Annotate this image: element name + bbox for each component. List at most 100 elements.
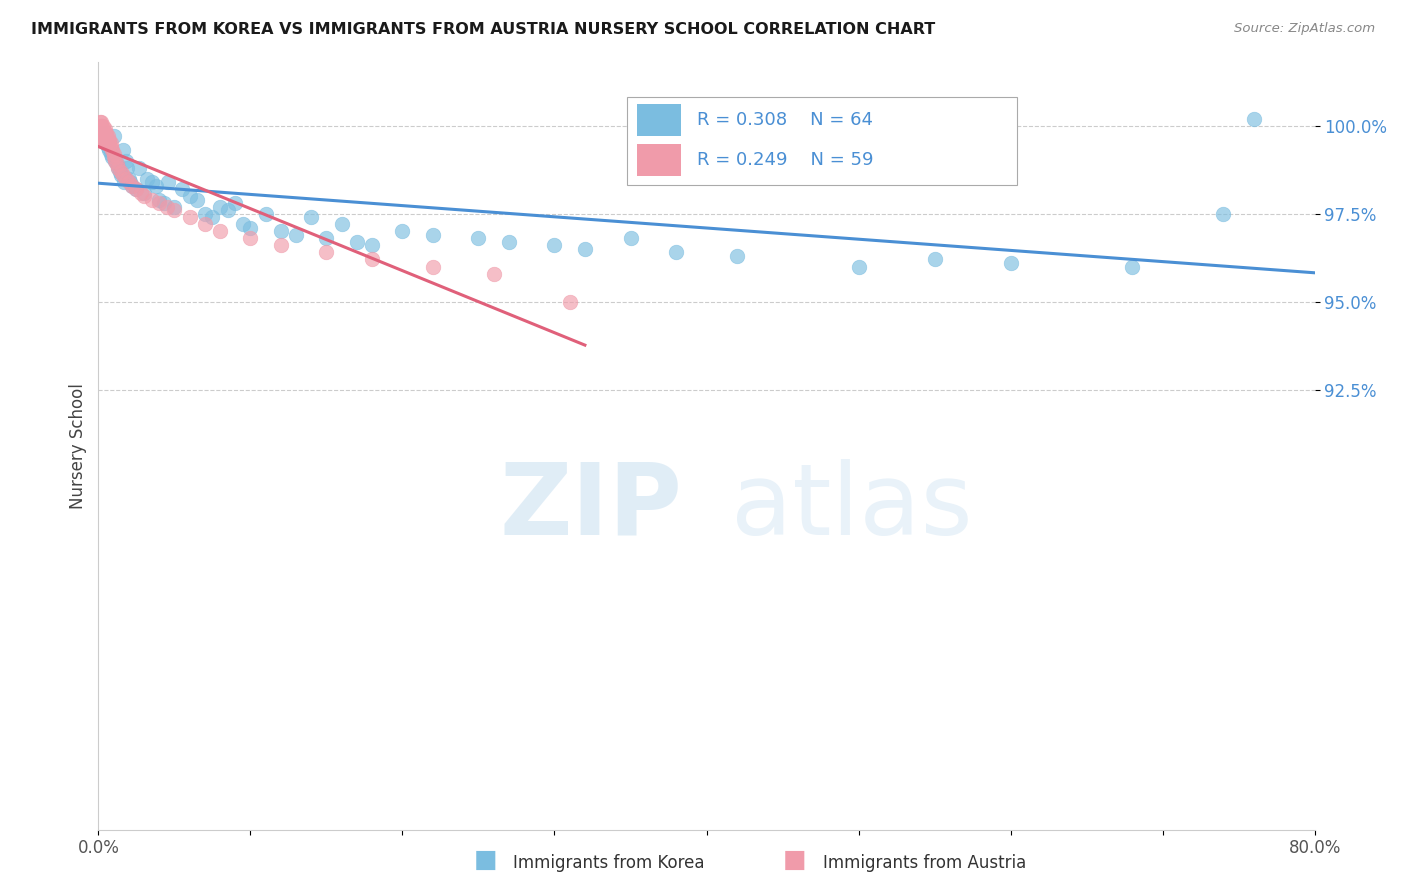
Point [163,203,186,218]
Point [94,129,117,144]
Point [125,182,148,196]
Point [270,238,292,252]
Point [145,178,167,193]
Point [120,175,142,189]
Point [117,161,139,175]
Point [361,238,384,252]
Point [112,175,135,189]
Point [254,207,277,221]
Point [201,211,224,225]
Point [152,196,174,211]
Point [89,126,111,140]
Point [108,164,131,178]
Point [422,260,444,274]
Text: atlas: atlas [731,458,973,556]
Point [270,224,292,238]
Point [141,175,163,189]
Point [285,227,308,242]
Text: IMMIGRANTS FROM KOREA VS IMMIGRANTS FROM AUSTRIA NURSERY SCHOOL CORRELATION CHAR: IMMIGRANTS FROM KOREA VS IMMIGRANTS FROM… [31,22,935,37]
Point [1243,112,1265,126]
Point [170,182,193,196]
Point [315,231,337,245]
Point [848,260,870,274]
Point [105,157,128,171]
Point [121,178,143,193]
Point [94,133,117,147]
Point [104,153,127,168]
Point [90,133,112,147]
Point [239,231,262,245]
Point [91,122,114,136]
Point [103,147,125,161]
Point [96,133,118,147]
Point [157,175,180,189]
Text: ■: ■ [783,848,806,872]
Point [100,136,122,151]
FancyBboxPatch shape [637,144,681,176]
Point [110,168,132,182]
Text: Source: ZipAtlas.com: Source: ZipAtlas.com [1234,22,1375,36]
Point [330,217,353,231]
Point [90,115,112,129]
Point [1212,207,1234,221]
Point [111,144,134,158]
Point [498,235,520,249]
Text: R = 0.308    N = 64: R = 0.308 N = 64 [697,111,873,129]
Point [132,186,155,200]
Point [346,235,368,249]
Point [89,119,111,133]
Point [89,129,111,144]
Point [217,203,239,218]
Point [93,133,115,147]
Point [132,189,155,203]
Point [94,136,117,151]
Point [136,171,159,186]
Point [91,126,114,140]
Point [111,168,134,182]
Point [194,207,217,221]
Point [104,153,127,168]
Point [665,245,688,260]
Point [121,178,143,193]
Point [103,129,125,144]
Point [1000,256,1022,270]
Point [90,129,112,144]
Point [103,151,125,165]
Point [114,171,136,186]
Point [107,161,129,175]
Point [98,144,121,158]
Point [239,220,262,235]
Y-axis label: Nursery School: Nursery School [69,383,87,509]
Point [101,144,124,158]
Point [163,200,186,214]
Text: Immigrants from Korea: Immigrants from Korea [513,855,704,872]
Point [89,122,111,136]
Point [179,189,201,203]
Point [924,252,946,267]
Point [93,129,115,144]
Point [90,126,112,140]
Point [105,157,128,171]
Point [156,200,179,214]
Point [96,129,118,144]
Point [224,196,246,211]
Point [361,252,384,267]
Point [93,122,115,136]
Point [101,151,124,165]
Point [90,122,112,136]
Point [543,238,565,252]
Point [93,133,115,147]
Point [96,140,118,154]
Point [118,175,141,189]
Point [619,231,641,245]
Text: R = 0.249    N = 59: R = 0.249 N = 59 [697,151,873,169]
Point [110,164,132,178]
Point [558,294,581,309]
Point [186,193,208,207]
Point [100,147,122,161]
Point [107,161,129,175]
Point [90,119,112,133]
Point [422,227,444,242]
Point [391,224,413,238]
Point [1121,260,1143,274]
